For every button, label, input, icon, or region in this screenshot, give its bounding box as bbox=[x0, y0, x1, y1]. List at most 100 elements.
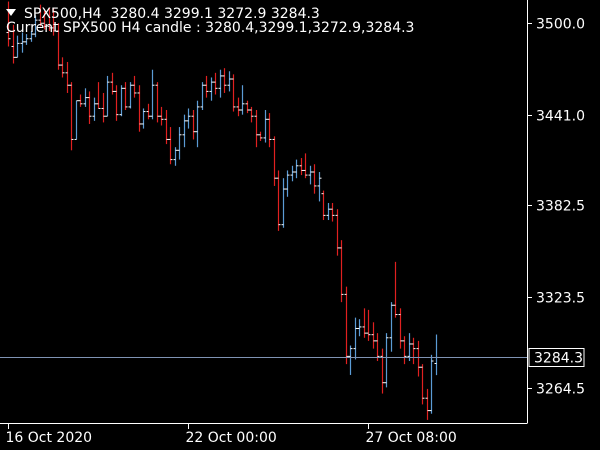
ohlc-bar bbox=[254, 110, 259, 148]
ohlc-bar bbox=[420, 364, 425, 405]
ohlc-bar bbox=[182, 114, 187, 148]
ohlc-bar bbox=[60, 57, 65, 78]
ohlc-bar bbox=[209, 77, 214, 101]
ohlc-bar bbox=[141, 108, 146, 129]
ohlc-bar bbox=[366, 309, 371, 341]
ohlc-bar bbox=[344, 286, 349, 365]
ohlc-bar bbox=[213, 72, 218, 95]
ohlc-bar bbox=[204, 75, 209, 98]
ohlc-bar bbox=[38, 4, 43, 27]
ohlc-bar bbox=[425, 388, 430, 420]
ohlc-bar bbox=[312, 164, 317, 194]
ohlc-bar bbox=[389, 302, 394, 352]
ohlc-bar bbox=[411, 337, 416, 365]
ohlc-bar bbox=[263, 110, 268, 143]
ohlc-bars bbox=[6, 1, 439, 420]
ohlc-values: 3280.4 3299.1 3272.9 3284.3 bbox=[110, 6, 320, 22]
ohlc-bar bbox=[290, 165, 295, 182]
ohlc-bar bbox=[299, 158, 304, 176]
ohlc-bar bbox=[96, 82, 101, 109]
ohlc-bar bbox=[155, 82, 160, 123]
ohlc-bar bbox=[11, 24, 16, 64]
ohlc-bar bbox=[339, 240, 344, 303]
ohlc-bar bbox=[353, 317, 358, 360]
price-tick-label: 3382.5 bbox=[536, 199, 585, 215]
price-tick-label: 3500.0 bbox=[536, 17, 585, 33]
ohlc-bar bbox=[29, 30, 34, 42]
ohlc-bar bbox=[362, 308, 367, 338]
ohlc-bar bbox=[33, 15, 38, 38]
ohlc-bar bbox=[393, 261, 398, 318]
ohlc-bar bbox=[249, 106, 254, 123]
price-tick-label: 3264.5 bbox=[536, 382, 585, 398]
ohlc-bar bbox=[83, 88, 88, 107]
ohlc-bar bbox=[78, 94, 83, 107]
ohlc-bar bbox=[87, 91, 92, 124]
ohlc-bar bbox=[222, 68, 227, 93]
ohlc-bar bbox=[47, 7, 52, 31]
ohlc-bar bbox=[114, 85, 119, 121]
ohlc-bar bbox=[101, 92, 106, 123]
ohlc-bar bbox=[272, 136, 277, 186]
ohlc-bar bbox=[276, 170, 281, 231]
ohlc-bar bbox=[42, 10, 47, 30]
ohlc-bar bbox=[200, 82, 205, 111]
ohlc-bar bbox=[330, 202, 335, 222]
ohlc-bar bbox=[357, 319, 362, 337]
ohlc-bar bbox=[173, 147, 178, 166]
ohlc-bar bbox=[236, 97, 241, 117]
ohlc-bar bbox=[371, 322, 376, 349]
ohlc-bar bbox=[384, 333, 389, 388]
ohlc-bar bbox=[51, 7, 56, 36]
current-price-value: 3284.3 bbox=[534, 351, 583, 367]
time-tick-label: 16 Oct 2020 bbox=[6, 430, 93, 446]
price-axis-ticks: 3500.0 3441.0 3382.5 3323.5 3264.5 bbox=[527, 17, 585, 398]
ohlc-bar bbox=[227, 71, 232, 92]
ohlc-bar bbox=[348, 345, 353, 375]
price-tick-label: 3323.5 bbox=[536, 291, 585, 307]
ohlc-bar bbox=[285, 170, 290, 197]
ohlc-bar bbox=[281, 178, 286, 228]
current-price-label: 3284.3 bbox=[528, 348, 585, 367]
ohlc-bar bbox=[159, 106, 164, 126]
ohlc-bar bbox=[335, 209, 340, 256]
ohlc-bar bbox=[24, 34, 29, 45]
ohlc-bar bbox=[20, 32, 25, 53]
ohlc-bar bbox=[92, 97, 97, 121]
ohlc-bar bbox=[164, 110, 169, 145]
ohlc-bar bbox=[402, 336, 407, 365]
ohlc-bar bbox=[69, 82, 74, 151]
ohlc-bar bbox=[380, 348, 385, 394]
ohlc-bar bbox=[267, 113, 272, 148]
ohlc-bar bbox=[105, 75, 110, 117]
current-candle-info: Current SPX500 H4 candle : 3280.4,3299.1… bbox=[6, 20, 415, 36]
ohlc-bar bbox=[258, 131, 263, 141]
ohlc-bar bbox=[168, 127, 173, 165]
time-tick-label: 22 Oct 00:00 bbox=[186, 430, 277, 446]
ohlc-bar bbox=[303, 153, 308, 179]
ohlc-bar bbox=[294, 159, 299, 179]
ohlc-bar bbox=[150, 69, 155, 120]
time-axis-ticks: 16 Oct 2020 22 Oct 00:00 27 Oct 08:00 bbox=[6, 423, 457, 446]
ohlc-bar bbox=[123, 82, 128, 111]
ohlc-bar bbox=[416, 340, 421, 377]
ohlc-bar bbox=[119, 85, 124, 117]
ohlc-bar bbox=[407, 333, 412, 362]
ohlc-bar bbox=[191, 110, 196, 140]
ohlc-bar bbox=[398, 308, 403, 349]
ohlc-bar bbox=[65, 61, 70, 93]
ohlc-bar bbox=[245, 100, 250, 114]
ohlc-bar bbox=[326, 202, 331, 221]
ohlc-bar bbox=[137, 85, 142, 132]
ohlc-bar bbox=[434, 334, 439, 376]
ohlc-bar bbox=[240, 85, 245, 115]
time-tick-label: 27 Oct 08:00 bbox=[366, 430, 457, 446]
ohlc-bar bbox=[56, 23, 61, 70]
ohlc-bar bbox=[110, 72, 115, 95]
collapse-triangle-icon[interactable] bbox=[6, 9, 16, 16]
ohlc-bar bbox=[15, 35, 20, 58]
ohlc-bar bbox=[218, 69, 223, 98]
ohlc-bar bbox=[132, 75, 137, 98]
